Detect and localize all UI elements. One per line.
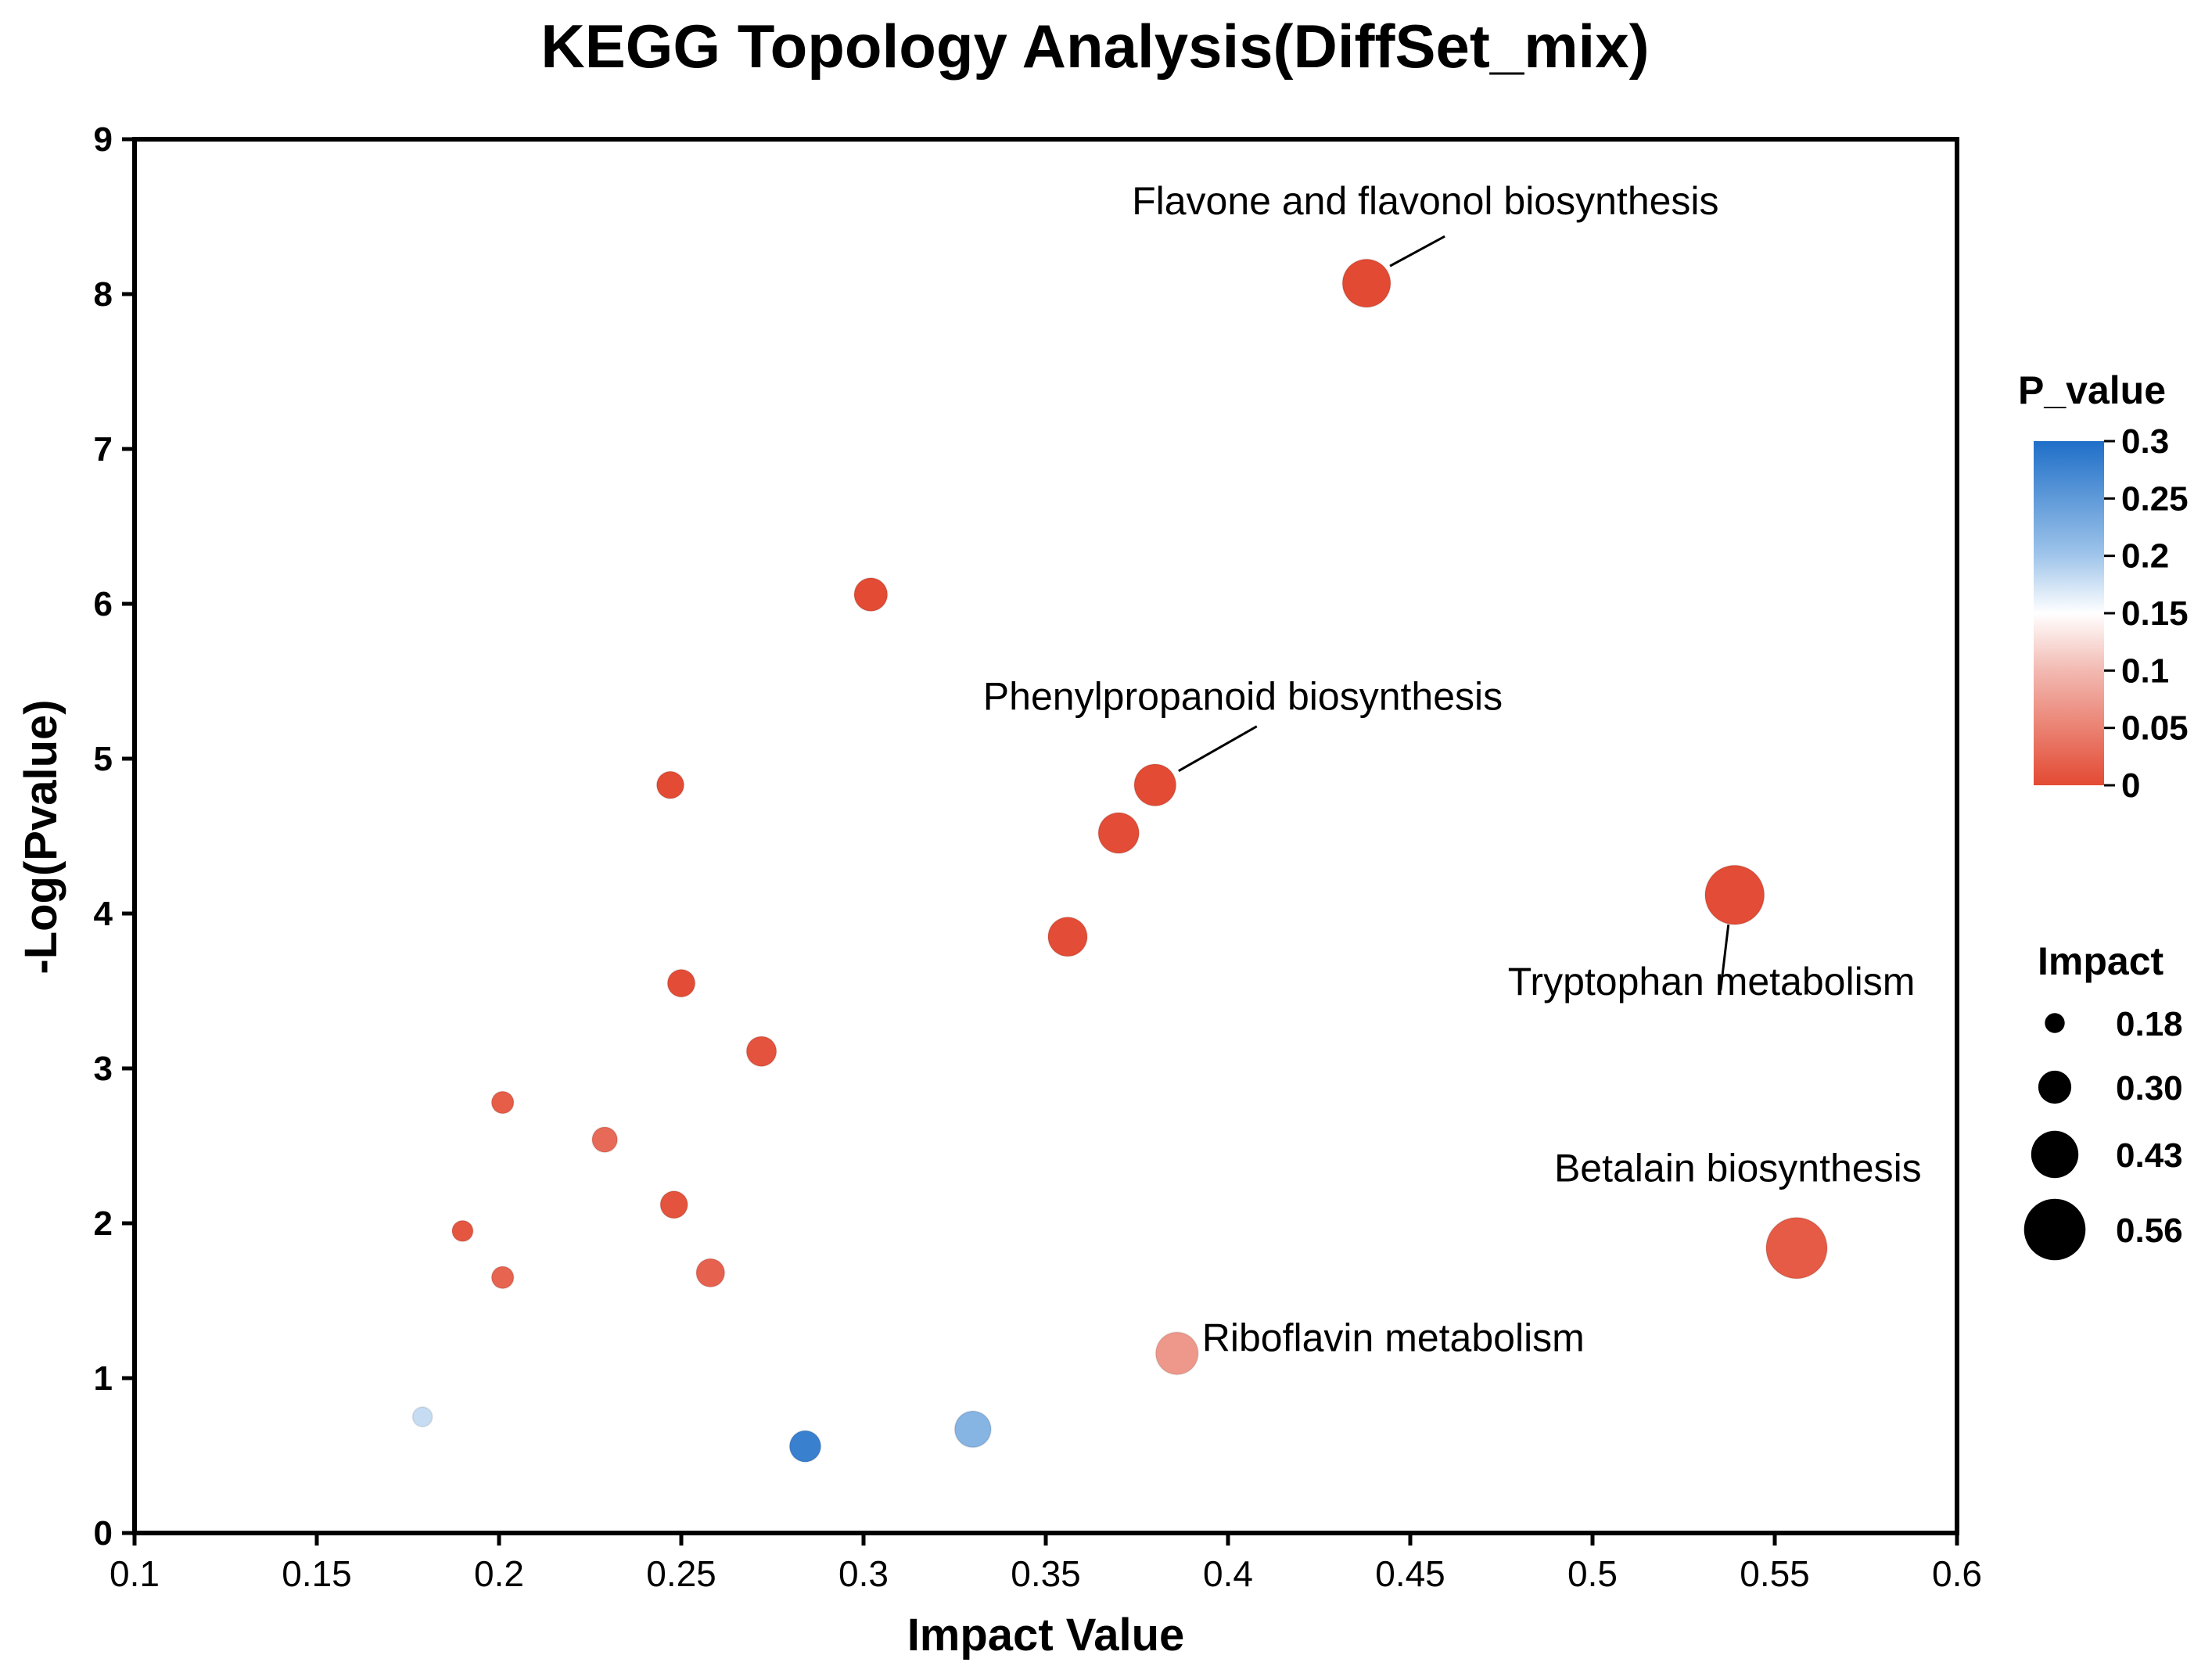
color-legend-title: P_value (2018, 368, 2166, 412)
y-tick-label: 7 (94, 430, 113, 469)
p-value-color-legend: P_value 0.3 0.25 0.2 0.15 0.1 0.05 0 (2018, 368, 2189, 805)
data-point (1133, 763, 1177, 807)
y-tick-label: 3 (94, 1050, 113, 1088)
x-tick-label: 0.45 (1375, 1553, 1445, 1594)
data-point (953, 1410, 993, 1449)
color-legend-tick-label: 0.1 (2121, 652, 2169, 690)
x-tick-label: 0.2 (474, 1553, 524, 1594)
data-points (411, 258, 1828, 1463)
size-legend-circle (2038, 1070, 2072, 1104)
y-tick-label: 2 (94, 1204, 113, 1243)
point-annotation-label: Riboflavin metabolism (1202, 1316, 1585, 1359)
y-tick-label: 6 (94, 585, 113, 623)
color-legend-ticks: 0.3 0.25 0.2 0.15 0.1 0.05 0 (2104, 422, 2189, 805)
color-legend-tick-label: 0.3 (2121, 422, 2169, 461)
size-legend-title: Impact (2038, 939, 2164, 983)
y-axis-label: -Log(Pvalue) (16, 699, 66, 974)
data-point (490, 1266, 515, 1290)
y-tick-label: 9 (94, 120, 113, 159)
x-tick-label: 0.25 (646, 1553, 716, 1594)
data-point (745, 1036, 777, 1068)
y-tick-label: 8 (94, 275, 113, 314)
size-legend-circle (2023, 1198, 2086, 1261)
size-legend-label: 0.30 (2116, 1069, 2183, 1108)
data-point (853, 576, 889, 612)
size-legend-label: 0.43 (2116, 1136, 2183, 1175)
chart-title: KEGG Topology Analysis(DiffSet_mix) (540, 12, 1649, 81)
data-point (666, 968, 696, 998)
plot-area (132, 137, 1959, 1535)
annotation-leader-line (1389, 235, 1445, 267)
point-annotation-label: Tryptophan metabolism (1508, 960, 1916, 1003)
data-point (788, 1430, 822, 1463)
impact-size-legend: Impact 0.18 0.30 0.43 0.56 (2023, 939, 2183, 1261)
data-point (1341, 258, 1391, 308)
color-legend-tick-label: 0.25 (2121, 479, 2189, 518)
data-point (1097, 812, 1140, 855)
data-point (451, 1219, 474, 1243)
data-point (659, 1190, 689, 1219)
size-legend-label: 0.56 (2116, 1212, 2183, 1250)
size-legend-label: 0.18 (2116, 1005, 2183, 1043)
y-tick-label: 5 (94, 740, 113, 778)
data-point (695, 1258, 726, 1288)
color-legend-tick-label: 0.05 (2121, 709, 2189, 748)
data-point (490, 1090, 515, 1115)
point-annotation-label: Flavone and flavonol biosynthesis (1132, 179, 1718, 223)
data-point (411, 1406, 433, 1428)
size-legend-circle (2031, 1130, 2079, 1179)
data-point (1154, 1331, 1199, 1376)
x-tick-label: 0.5 (1567, 1553, 1618, 1594)
x-tick-label: 0.15 (282, 1553, 352, 1594)
data-point (1765, 1216, 1828, 1280)
x-tick-label: 0.4 (1203, 1553, 1253, 1594)
x-tick-label: 0.3 (838, 1553, 889, 1594)
data-point (591, 1126, 619, 1154)
y-tick-label: 0 (94, 1514, 113, 1553)
point-annotation-label: Betalain biosynthesis (1554, 1147, 1922, 1190)
size-legend-items: 0.18 0.30 0.43 0.56 (2023, 1005, 2183, 1261)
x-tick-label: 0.55 (1740, 1553, 1810, 1594)
data-point (1704, 864, 1765, 926)
point-annotation-label: Phenylpropanoid biosynthesis (983, 675, 1503, 719)
color-legend-tick-label: 0 (2121, 766, 2140, 805)
y-tick-label: 4 (94, 895, 113, 933)
x-axis-ticks: 0.1 0.15 0.2 0.25 0.3 0.35 0.4 0.45 0.5 0.55 0.6 (110, 1533, 1982, 1594)
x-tick-label: 0.1 (110, 1553, 160, 1594)
annotation-leader-lines (1178, 235, 1730, 991)
x-tick-label: 0.6 (1932, 1553, 1982, 1594)
plot-frame (132, 137, 1959, 1535)
point-annotations: Flavone and flavonol biosynthesis Phenylp… (983, 179, 1922, 1359)
color-legend-tick-label: 0.15 (2121, 594, 2189, 633)
x-tick-label: 0.35 (1011, 1553, 1081, 1594)
color-legend-tick-label: 0.2 (2121, 537, 2169, 576)
data-point (655, 770, 685, 800)
annotation-leader-line (1719, 924, 1730, 991)
annotation-leader-line (1178, 725, 1258, 772)
x-axis-label: Impact Value (907, 1610, 1185, 1660)
y-tick-label: 1 (94, 1359, 113, 1398)
color-legend-bar (2034, 441, 2104, 785)
size-legend-circle (2045, 1013, 2065, 1033)
y-axis-ticks: 0 1 2 3 4 5 6 7 8 9 (94, 120, 135, 1553)
data-point (1047, 916, 1088, 957)
